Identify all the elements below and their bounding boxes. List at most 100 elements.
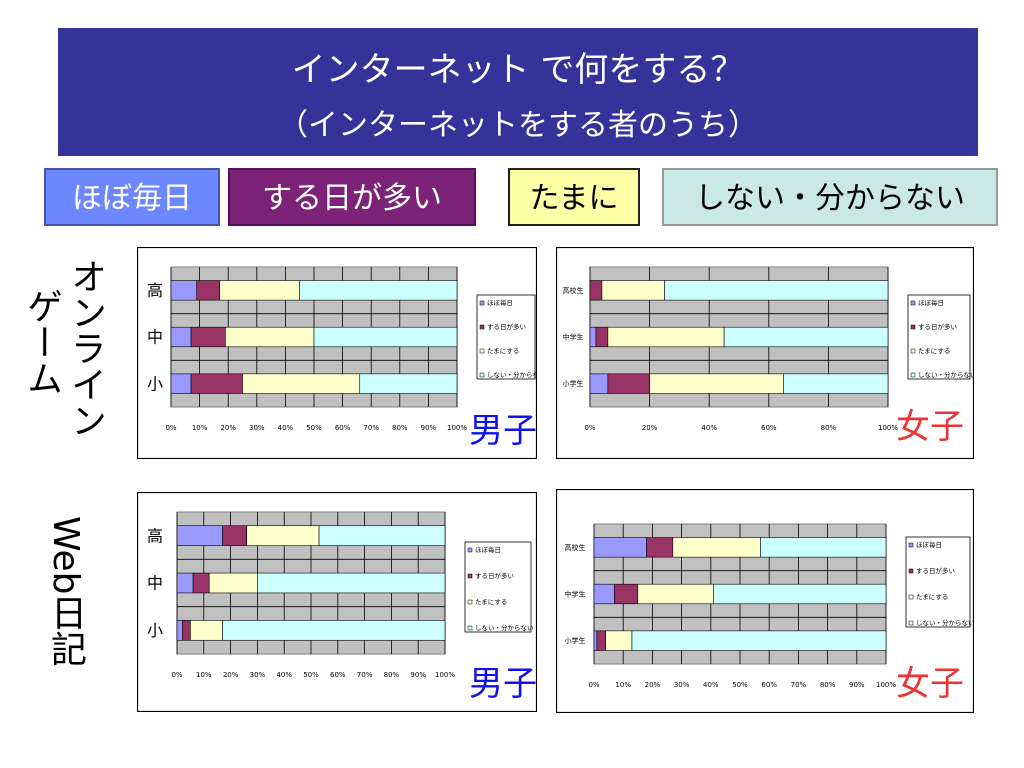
bar-segment-sometimes bbox=[601, 280, 665, 301]
category-label: 中 bbox=[147, 574, 163, 593]
x-tick-label: 60% bbox=[330, 671, 346, 679]
x-tick-label: 30% bbox=[250, 671, 266, 679]
legend-swatch-often bbox=[908, 568, 914, 574]
category-label: 中学生 bbox=[563, 332, 584, 341]
x-tick-label: 100% bbox=[435, 671, 455, 679]
x-tick-label: 80% bbox=[392, 424, 408, 432]
legend-swatch-daily bbox=[467, 547, 473, 553]
legend-entry: する日が多い bbox=[916, 566, 955, 575]
x-tick-label: 20% bbox=[220, 424, 236, 432]
legend-entry: たまにする bbox=[487, 347, 519, 355]
x-tick-label: 0% bbox=[165, 424, 176, 432]
legend-entry: する日が多い bbox=[918, 322, 957, 331]
legend-often: する日が多い bbox=[228, 168, 476, 226]
legend-swatch-sometimes bbox=[467, 599, 473, 605]
legend-entry: しない・分からない bbox=[487, 370, 537, 379]
x-tick-label: 20% bbox=[645, 681, 661, 689]
category-label: 高校生 bbox=[563, 286, 584, 295]
bar-segment-sometimes bbox=[672, 537, 761, 558]
chart-online-game-male: 0% 10% 20% 30% 40% 50% 60% 70% 80% 90% 100% 高中小 ほぼ毎日… bbox=[137, 247, 537, 459]
legend-entry: たまにする bbox=[916, 593, 948, 601]
gender-label-male: 男子 bbox=[469, 664, 537, 704]
x-tick-label: 100% bbox=[447, 424, 467, 432]
category-label: 小 bbox=[147, 621, 163, 640]
bar-segment-often bbox=[196, 280, 220, 301]
category-label: 高校生 bbox=[565, 543, 586, 552]
bar-segment-never bbox=[760, 537, 887, 558]
bar-segment-never bbox=[313, 326, 458, 348]
bar-segment-sometimes bbox=[607, 326, 725, 348]
legend-swatch-sometimes bbox=[479, 348, 485, 354]
bar-segment-often bbox=[595, 326, 609, 348]
bar-segment-daily bbox=[176, 620, 183, 641]
slide-title-box: インターネット で何をする？ （インターネットをする者のうち） bbox=[58, 28, 978, 156]
bar-segment-daily bbox=[176, 572, 194, 594]
x-tick-label: 60% bbox=[761, 424, 777, 432]
x-tick-label: 100% bbox=[876, 681, 896, 689]
bar-segment-never bbox=[631, 630, 887, 651]
x-tick-label: 50% bbox=[306, 424, 322, 432]
x-tick-label: 90% bbox=[421, 424, 437, 432]
bar-segment-sometimes bbox=[208, 572, 258, 594]
legend-swatch-daily bbox=[908, 542, 914, 548]
legend-swatch-often bbox=[479, 324, 485, 330]
bar-segment-often bbox=[596, 630, 606, 651]
bar-segment-daily bbox=[593, 583, 615, 605]
x-tick-label: 0% bbox=[584, 424, 595, 432]
gender-label-male: 男子 bbox=[469, 411, 537, 451]
row-label-online-game-part2: ゲーム bbox=[21, 288, 62, 396]
gender-label-female: 女子 bbox=[896, 407, 964, 447]
legend-entry: ほぼ毎日 bbox=[475, 545, 501, 554]
category-label: 小学生 bbox=[565, 636, 586, 645]
legend-entry: しない・分からない bbox=[475, 623, 534, 632]
x-tick-label: 60% bbox=[335, 424, 351, 432]
bar-segment-never bbox=[783, 373, 889, 394]
legend-swatch-never bbox=[479, 372, 485, 378]
x-tick-label: 90% bbox=[849, 681, 865, 689]
legend-entry: ほぼ毎日 bbox=[487, 298, 513, 307]
legend-entry: たまにする bbox=[918, 347, 950, 355]
bar-segment-sometimes bbox=[637, 583, 715, 605]
bar-segment-sometimes bbox=[649, 373, 785, 394]
category-label: 小学生 bbox=[563, 379, 584, 388]
x-tick-label: 30% bbox=[249, 424, 265, 432]
bar-segment-daily bbox=[176, 525, 223, 546]
x-tick-label: 0% bbox=[588, 681, 599, 689]
bar-segment-sometimes bbox=[605, 630, 633, 651]
slide-subtitle: （インターネットをする者のうち） bbox=[278, 108, 758, 143]
legend-swatch-often bbox=[467, 573, 473, 579]
chart-web-diary-male: 0% 10% 20% 30% 40% 50% 60% 70% 80% 90% 100% 高中小 ほぼ毎日… bbox=[137, 492, 537, 712]
bar-segment-sometimes bbox=[190, 620, 223, 641]
legend-entry: する日が多い bbox=[487, 322, 526, 331]
category-label: 中学生 bbox=[565, 589, 586, 598]
chart-web-diary-female: 0% 10% 20% 30% 40% 50% 60% 70% 80% 90% 100% 高校生中学生小… bbox=[556, 489, 974, 713]
bar-segment-sometimes bbox=[246, 525, 320, 546]
bar-segment-daily bbox=[589, 326, 597, 348]
bar-segment-sometimes bbox=[225, 326, 315, 348]
bar-segment-often bbox=[646, 537, 674, 558]
row-label-online-game-part1: オンライン bbox=[65, 258, 106, 438]
slide-title: インターネット で何をする？ bbox=[291, 50, 745, 90]
bar-segment-never bbox=[299, 280, 458, 301]
category-label: 高 bbox=[147, 526, 163, 545]
x-tick-label: 0% bbox=[171, 671, 182, 679]
bar-segment-sometimes bbox=[219, 280, 301, 301]
x-tick-label: 40% bbox=[276, 671, 292, 679]
legend-swatch-never bbox=[467, 625, 473, 631]
bar-segment-often bbox=[190, 373, 243, 394]
x-tick-label: 80% bbox=[821, 424, 837, 432]
legend-entry: しない・分からない bbox=[916, 618, 974, 627]
bar-segment-daily bbox=[589, 373, 609, 394]
category-label: 高 bbox=[147, 281, 163, 300]
gender-label-female: 女子 bbox=[896, 664, 964, 704]
x-tick-label: 10% bbox=[192, 424, 208, 432]
x-tick-label: 70% bbox=[357, 671, 373, 679]
bar-segment-daily bbox=[593, 630, 598, 651]
bar-segment-never bbox=[664, 280, 889, 301]
x-tick-label: 100% bbox=[878, 424, 898, 432]
x-tick-label: 70% bbox=[791, 681, 807, 689]
bar-segment-never bbox=[222, 620, 446, 641]
bar-segment-never bbox=[318, 525, 446, 546]
chart-legend bbox=[905, 536, 971, 628]
